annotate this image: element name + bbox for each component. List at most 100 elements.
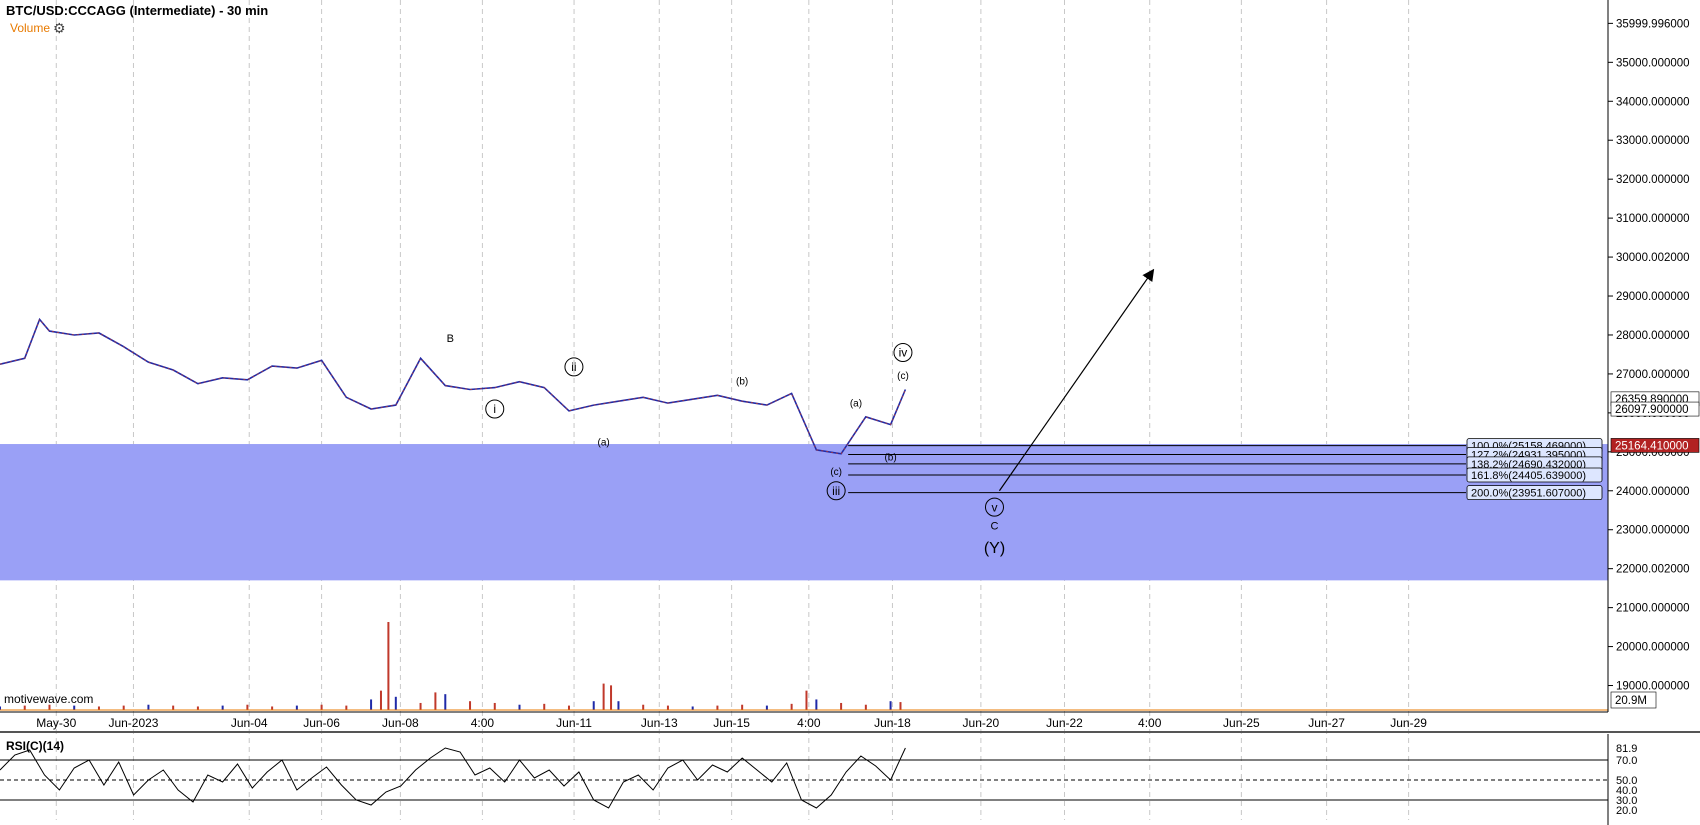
volume-bar xyxy=(716,705,719,710)
volume-bar xyxy=(610,685,613,710)
projection-arrow[interactable] xyxy=(998,268,1155,492)
price-tick-label: 31000.000000 xyxy=(1616,213,1690,225)
rsi-tick-label: 50.0 xyxy=(1616,775,1637,787)
chart-title: BTC/USD:CCCAGG (Intermediate) - 30 min xyxy=(6,3,269,18)
time-tick-label: Jun-2023 xyxy=(108,716,158,730)
rsi-tick-label: 81.9 xyxy=(1616,743,1637,755)
rsi-tick-label: 40.0 xyxy=(1616,785,1637,797)
current-price-label: 25164.410000 xyxy=(1615,440,1689,452)
price-series xyxy=(0,317,907,455)
volume-bar xyxy=(642,704,645,710)
volume-bar xyxy=(387,622,390,710)
fib-label-box xyxy=(1466,485,1603,501)
rsi-line xyxy=(0,747,906,809)
wave-label: C xyxy=(991,521,999,533)
rsi-panel[interactable]: 81.970.0 50.040.030.020.0 xyxy=(0,734,1637,825)
volume-bars xyxy=(0,622,1608,711)
gear-icon[interactable]: ⚙ xyxy=(53,20,66,36)
wave-circle xyxy=(984,497,1004,517)
price-tick-label: 24000.000000 xyxy=(1616,486,1690,498)
volume-bar xyxy=(196,706,199,710)
volume-bar xyxy=(345,705,348,710)
price-tick-label: 30000.002000 xyxy=(1616,252,1690,264)
volume-bar xyxy=(122,705,125,710)
volume-bar xyxy=(271,706,274,710)
time-axis[interactable]: May-30 Jun-2023 Jun-04 Jun-06 Jun-08 4:00 Jun-… xyxy=(0,711,1700,733)
wave-label: v xyxy=(991,500,997,514)
volume-bar xyxy=(518,704,521,710)
wave-label: iv xyxy=(899,346,908,360)
wave-label: (c) xyxy=(897,371,909,382)
price-line-down xyxy=(0,318,906,455)
wave-label: (b) xyxy=(884,452,896,463)
price-tick-label: 22000.002000 xyxy=(1616,564,1690,576)
volume-bar xyxy=(0,706,1,710)
price-tick-label: 33000.000000 xyxy=(1616,135,1690,147)
fib-levels[interactable]: 100.0%(25158.469000)127.2%(24931.395000)… xyxy=(848,438,1603,501)
time-tick-label: 4:00 xyxy=(471,716,495,730)
wave-label: i xyxy=(493,402,496,416)
time-tick-label: Jun-29 xyxy=(1390,716,1427,730)
fib-label: 161.8%(24405.639000) xyxy=(1471,470,1586,482)
volume-bar xyxy=(320,704,323,710)
volume-bar xyxy=(864,704,867,710)
volume-bar xyxy=(444,694,447,710)
price-tick-label: 20000.000000 xyxy=(1616,642,1690,654)
volume-bar xyxy=(889,701,892,710)
time-tick-label: 4:00 xyxy=(1138,716,1162,730)
price-axis[interactable]: 35999.996000 35000.000000 34000.000000 3300… xyxy=(1607,0,1700,712)
volume-bar xyxy=(765,705,768,710)
volume-bar xyxy=(394,696,397,710)
volume-bar xyxy=(434,692,437,710)
volume-bar xyxy=(23,705,26,710)
volume-bar xyxy=(246,704,249,710)
rsi-label: RSI(C)(14) xyxy=(6,739,65,753)
volume-bar xyxy=(691,706,694,710)
wave-circle xyxy=(893,343,913,362)
volume-bar xyxy=(419,702,422,710)
time-tick-label: Jun-15 xyxy=(713,716,750,730)
time-tick-label: May-30 xyxy=(36,716,76,730)
volume-bar xyxy=(543,703,546,710)
volume-indicator-label[interactable]: Volume xyxy=(10,21,51,35)
time-tick-label: Jun-20 xyxy=(963,716,1000,730)
volume-bar xyxy=(493,702,496,710)
current-price-box xyxy=(1610,401,1700,417)
volume-bar xyxy=(790,703,793,710)
volume-bar xyxy=(840,702,843,710)
volume-bar xyxy=(172,705,175,710)
wave-label: (a) xyxy=(598,438,610,449)
current-price-box xyxy=(1610,438,1700,453)
volume-axis-box xyxy=(1610,691,1657,709)
volume-bar xyxy=(73,705,76,710)
time-tick-label: Jun-06 xyxy=(303,716,340,730)
volume-bar xyxy=(567,705,570,710)
price-tick-label: 35000.000000 xyxy=(1616,57,1690,69)
time-tick-label: Jun-11 xyxy=(556,716,592,730)
time-tick-label: Jun-25 xyxy=(1223,716,1260,730)
watermark: motivewave.com xyxy=(4,692,94,706)
volume-bar xyxy=(899,702,902,710)
time-tick-label: Jun-27 xyxy=(1308,716,1345,730)
price-tick-label: 35999.996000 xyxy=(1616,18,1690,30)
fib-label-box xyxy=(1466,467,1603,483)
volume-bar xyxy=(295,705,298,710)
price-tick-label: 27000.000000 xyxy=(1616,369,1690,381)
price-tick-label: 21000.000000 xyxy=(1616,603,1690,615)
wave-label: (b) xyxy=(736,376,748,387)
volume-bar xyxy=(602,683,605,710)
rsi-tick-label: 30.0 xyxy=(1616,795,1637,807)
current-price-label: 26097.900000 xyxy=(1615,404,1689,416)
time-tick-label: Jun-22 xyxy=(1046,716,1083,730)
projection-arrow-line xyxy=(998,268,1155,492)
time-tick-label: Jun-13 xyxy=(641,716,678,730)
support-zone xyxy=(0,444,1608,581)
volume-bar xyxy=(666,705,669,710)
volume-bar xyxy=(379,690,382,710)
volume-bar xyxy=(221,705,224,710)
wave-label: (a) xyxy=(850,399,862,410)
wave-circle xyxy=(564,357,584,377)
